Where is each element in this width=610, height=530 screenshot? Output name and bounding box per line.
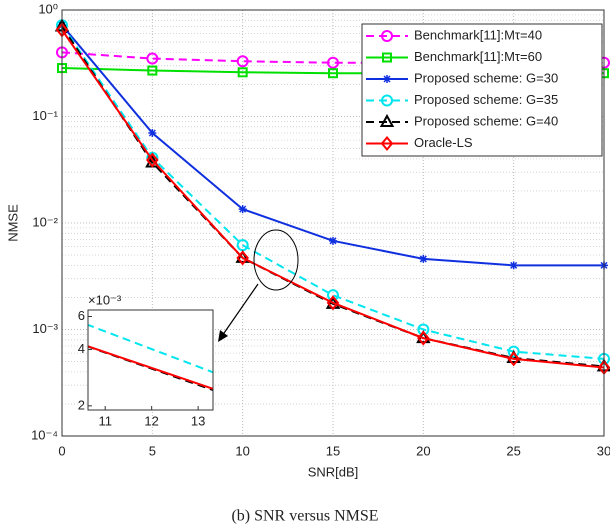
x-tick-label: 15 — [326, 443, 340, 458]
x-axis-label: SNR[dB] — [308, 464, 359, 479]
inset-border — [87, 309, 214, 411]
legend-label: Benchmark[11]:Mτ=60 — [414, 49, 542, 64]
inset-x-tick-label: 13 — [191, 413, 205, 428]
legend-label: Proposed scheme: G=40 — [414, 113, 558, 128]
inset-y-tick-label: 4 — [78, 341, 85, 356]
marker — [236, 250, 249, 266]
legend-label: Oracle-LS — [414, 135, 473, 150]
zoom-ellipse — [253, 229, 299, 291]
marker — [417, 323, 430, 336]
caption: (b) SNR versus NMSE — [231, 508, 378, 525]
x-tick-label: 25 — [506, 443, 520, 458]
marker — [379, 113, 395, 127]
inset-x-tick-label: 11 — [98, 413, 112, 428]
marker — [235, 249, 250, 263]
marker — [381, 30, 393, 42]
y-tick-label: 10⁻² — [32, 214, 58, 229]
inset-y-tick-label: 2 — [78, 397, 85, 412]
y-axis-label: NMSE — [5, 204, 20, 242]
marker — [327, 56, 339, 69]
zoom-arrow — [221, 283, 259, 337]
marker — [419, 254, 428, 263]
series-line — [61, 29, 605, 369]
legend-label: Benchmark[11]:Mτ=40 — [414, 27, 542, 42]
marker — [383, 75, 391, 83]
y-tick-label: 10⁻³ — [32, 321, 58, 336]
inset-scale-label: ×10⁻³ — [88, 292, 122, 307]
inset-y-tick-label: 6 — [78, 308, 85, 323]
marker — [417, 330, 430, 346]
x-tick-label: 10 — [235, 443, 249, 458]
inset-x-tick-label: 12 — [144, 413, 158, 428]
marker — [507, 345, 520, 358]
y-tick-label: 10⁻¹ — [32, 108, 58, 123]
marker — [507, 351, 520, 367]
marker — [328, 68, 338, 79]
legend-label: Proposed scheme: G=30 — [414, 70, 558, 85]
marker — [380, 135, 394, 152]
marker — [327, 289, 339, 302]
legend-box — [361, 23, 603, 157]
x-tick-label: 5 — [149, 443, 156, 458]
marker — [146, 52, 159, 65]
marker — [147, 65, 158, 76]
marker — [329, 236, 337, 245]
x-tick-label: 0 — [58, 443, 65, 458]
inset-frame — [87, 309, 214, 411]
marker — [509, 261, 518, 270]
x-tick-label: 20 — [416, 443, 430, 458]
y-tick-label: 10⁰ — [38, 1, 58, 16]
marker — [148, 128, 157, 137]
x-tick-label: 30 — [597, 443, 610, 458]
marker — [326, 295, 340, 311]
marker — [381, 94, 393, 107]
marker — [382, 52, 392, 63]
marker — [236, 55, 249, 68]
marker — [146, 152, 159, 168]
y-tick-label: 10⁻⁴ — [31, 427, 58, 442]
legend-label: Proposed scheme: G=35 — [414, 92, 558, 107]
marker — [238, 205, 247, 214]
arrow-head — [218, 330, 228, 342]
marker — [237, 67, 248, 78]
axes-frame — [61, 9, 605, 437]
